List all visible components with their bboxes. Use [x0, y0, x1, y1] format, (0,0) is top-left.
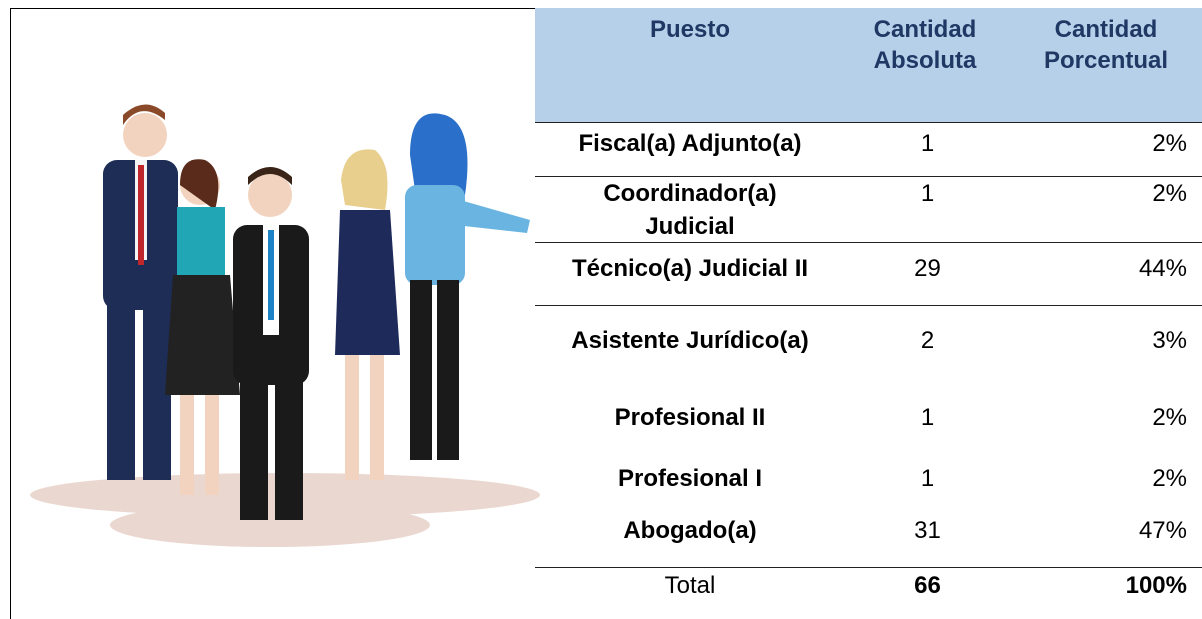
row-value: 2 [920, 327, 935, 354]
row-label: Técnico(a) Judicial II [571, 255, 809, 282]
row-label: Coordinador(a) Judicial [603, 180, 777, 240]
total-label: Total [664, 572, 716, 599]
row-value: 2% [1152, 130, 1187, 157]
row-rule [535, 305, 1202, 306]
header-cell: Cantidad Absoluta [873, 16, 977, 74]
row-label: Abogado(a) [623, 517, 757, 544]
frame-line [10, 8, 535, 9]
row-label: Asistente Jurídico(a) [571, 327, 809, 354]
row-value: 3% [1152, 327, 1187, 354]
header-cell: Cantidad Porcentual [1043, 16, 1169, 74]
row-label: Profesional II [614, 404, 766, 431]
people-illustration [30, 104, 540, 547]
row-label: Fiscal(a) Adjunto(a) [578, 130, 802, 157]
row-value: 44% [1138, 255, 1187, 282]
header-cell: Puesto [649, 16, 730, 43]
row-value: 1 [920, 180, 935, 207]
row-rule [535, 176, 1202, 177]
row-rule [535, 122, 1202, 123]
row-value: 2% [1152, 465, 1187, 492]
row-value: 1 [920, 465, 935, 492]
frame-line [10, 8, 11, 619]
row-rule [535, 567, 1202, 568]
total-value: 100% [1125, 572, 1187, 599]
row-value: 2% [1152, 404, 1187, 431]
row-label: Profesional I [617, 465, 763, 492]
row-value: 31 [914, 517, 941, 544]
total-value: 66 [914, 572, 941, 599]
row-value: 1 [920, 130, 935, 157]
row-value: 47% [1138, 517, 1187, 544]
row-value: 29 [914, 255, 941, 282]
row-rule [535, 242, 1202, 243]
row-value: 2% [1152, 180, 1187, 207]
row-value: 1 [920, 404, 935, 431]
header-background [535, 8, 1202, 122]
